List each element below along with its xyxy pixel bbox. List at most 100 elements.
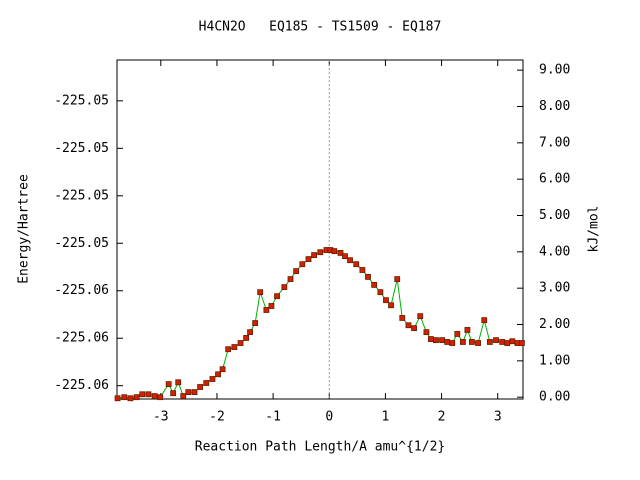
data-point xyxy=(215,371,221,378)
data-point xyxy=(175,379,182,386)
y2-tick-label: 1.00 xyxy=(539,353,570,368)
y-tick-label: -225.05 xyxy=(54,236,109,251)
data-point xyxy=(170,390,177,397)
data-point xyxy=(247,329,253,336)
data-point xyxy=(133,394,140,401)
y2-tick-label: 8.00 xyxy=(539,99,570,114)
data-point xyxy=(281,284,288,290)
data-point xyxy=(394,276,401,282)
data-point xyxy=(411,325,417,332)
data-point xyxy=(299,261,306,268)
data-point xyxy=(219,366,226,373)
y2-axis-label: kJ/mol xyxy=(587,206,602,253)
data-point xyxy=(209,376,216,382)
data-point xyxy=(293,268,300,275)
data-point xyxy=(371,282,378,288)
y-tick-label: -225.05 xyxy=(54,188,109,203)
data-point xyxy=(468,339,475,345)
data-point xyxy=(388,302,394,309)
data-point xyxy=(243,335,250,341)
data-point xyxy=(353,261,360,268)
data-point xyxy=(337,250,344,256)
data-point xyxy=(423,329,430,336)
data-point xyxy=(268,303,275,309)
data-point xyxy=(237,340,244,346)
y2-tick-label: 0.00 xyxy=(539,390,570,405)
data-point xyxy=(165,381,172,388)
data-point xyxy=(263,307,270,313)
data-point xyxy=(444,339,451,345)
data-point xyxy=(231,344,238,350)
data-point xyxy=(481,317,488,324)
y-tick-label: -225.06 xyxy=(54,331,109,346)
y2-tick-label: 2.00 xyxy=(539,317,570,332)
y-axis-label: Energy/Hartree xyxy=(17,174,32,284)
data-point xyxy=(317,249,324,256)
data-point xyxy=(493,337,499,344)
x-axis-label: Reaction Path Length/A amu^{1/2} xyxy=(195,440,445,455)
data-point xyxy=(504,340,511,346)
x-tick-label: 1 xyxy=(382,410,390,425)
data-point xyxy=(518,340,525,346)
x-tick-label: -1 xyxy=(265,410,281,425)
data-point xyxy=(331,248,338,255)
data-point xyxy=(454,331,461,337)
y-tick-label: -225.05 xyxy=(54,93,109,108)
data-point xyxy=(127,395,134,402)
chart-title: H4CN2O EQ185 - TS1509 - EQ187 xyxy=(199,20,442,35)
data-point xyxy=(405,322,412,329)
data-point xyxy=(114,395,121,402)
data-point xyxy=(305,256,312,263)
data-point xyxy=(197,384,204,390)
data-point xyxy=(252,320,259,326)
data-point xyxy=(383,297,389,304)
x-tick-label: 0 xyxy=(325,410,333,425)
data-point xyxy=(151,393,158,399)
data-point xyxy=(257,289,264,296)
data-point xyxy=(486,339,493,345)
y2-tick-label: 3.00 xyxy=(539,281,570,296)
data-point xyxy=(439,337,446,344)
y-tick-label: -225.06 xyxy=(54,378,109,393)
y2-tick-label: 7.00 xyxy=(539,135,570,150)
data-point xyxy=(475,340,481,346)
y2-tick-label: 9.00 xyxy=(539,63,570,78)
plot-frame xyxy=(116,59,524,400)
data-point xyxy=(365,274,371,280)
data-point xyxy=(311,252,318,259)
data-point xyxy=(287,276,294,282)
data-point xyxy=(399,315,406,321)
y2-tick-label: 4.00 xyxy=(539,244,570,259)
data-point xyxy=(449,340,456,346)
data-point xyxy=(121,394,128,401)
y2-tick-label: 6.00 xyxy=(539,172,570,187)
data-point xyxy=(460,339,466,345)
data-point xyxy=(347,257,353,264)
y-tick-label: -225.06 xyxy=(54,283,109,298)
data-point xyxy=(417,313,424,320)
data-point xyxy=(185,389,192,395)
data-point xyxy=(145,391,152,398)
data-point xyxy=(464,327,471,333)
y2-tick-label: 5.00 xyxy=(539,208,570,223)
data-point xyxy=(225,346,232,353)
data-point xyxy=(191,389,198,395)
data-point xyxy=(377,289,384,296)
x-tick-label: 3 xyxy=(494,410,502,425)
data-point xyxy=(203,380,210,386)
data-point xyxy=(274,293,280,300)
data-point xyxy=(509,338,516,345)
data-point xyxy=(180,393,187,399)
data-point xyxy=(359,267,366,273)
y-tick-label: -225.05 xyxy=(54,141,109,156)
data-point xyxy=(428,336,434,342)
x-tick-label: -2 xyxy=(209,410,225,425)
data-point xyxy=(433,337,439,344)
data-point xyxy=(139,391,146,398)
x-tick-label: -3 xyxy=(153,410,169,425)
data-point xyxy=(157,394,164,401)
data-point xyxy=(342,253,348,260)
data-point xyxy=(499,339,506,345)
